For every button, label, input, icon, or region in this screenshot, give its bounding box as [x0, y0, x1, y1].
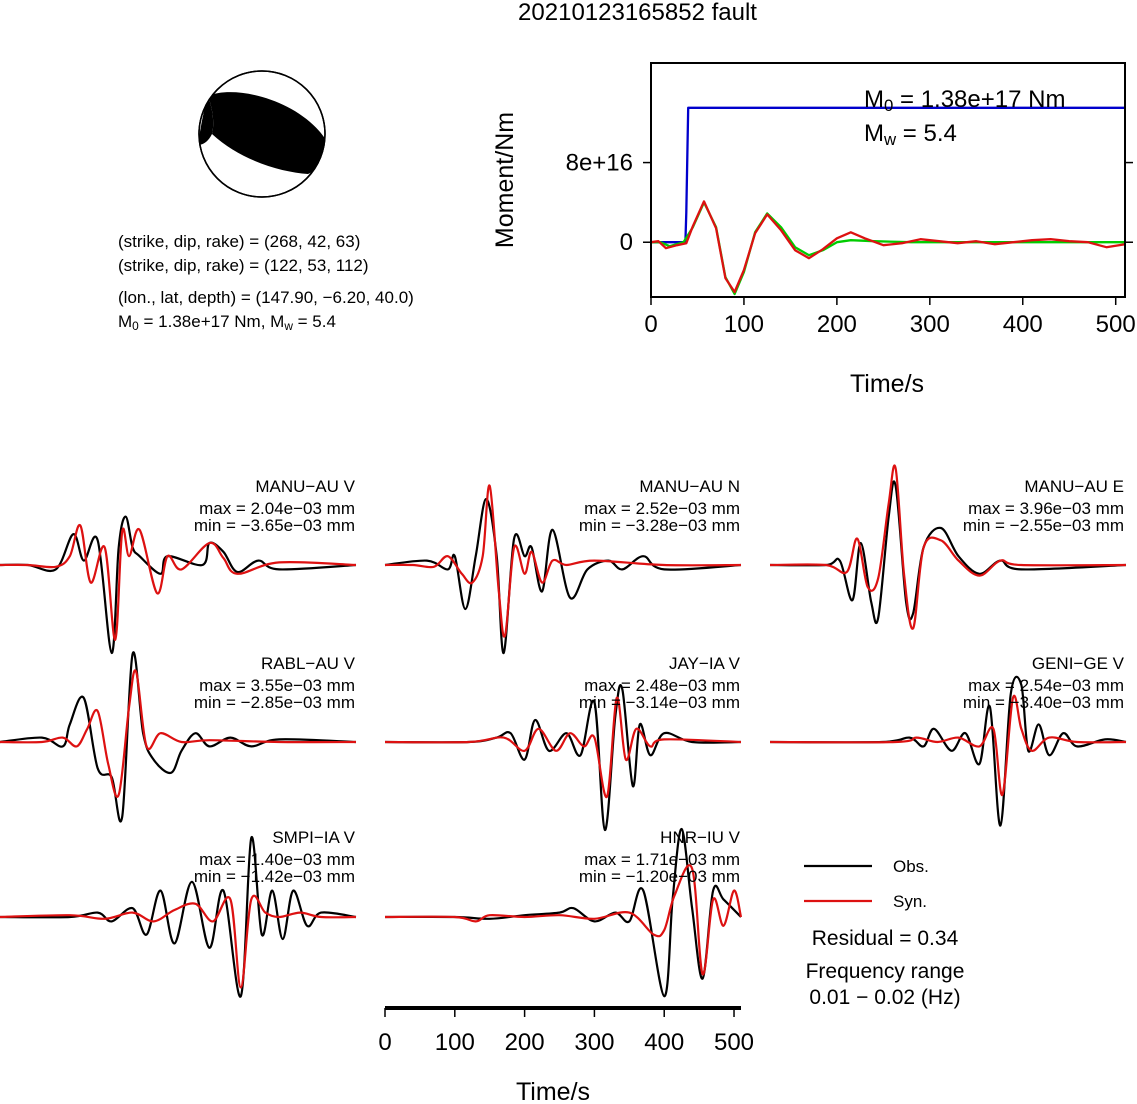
- synthetic-waveform: [0, 894, 357, 989]
- waveform-xtick-label: 200: [505, 1029, 545, 1056]
- panel-min-label: min = −1.20e−03 mm: [579, 867, 740, 886]
- moment-rate-red-line: [650, 200, 1126, 294]
- panel-station-label: JAY−IA V: [669, 654, 741, 673]
- panel-min-label: min = −2.55e−03 mm: [963, 516, 1124, 535]
- panel-station-label: SMPI−IA V: [272, 828, 355, 847]
- panel-station-label: MANU−AU V: [255, 477, 355, 496]
- legend-syn-label: Syn.: [893, 892, 928, 911]
- figure-title: 20210123165852 fault: [518, 0, 757, 26]
- beachball-compressional-quadrant: [208, 92, 325, 174]
- waveform-xtick-label: 500: [714, 1029, 754, 1056]
- observed-waveform: [384, 683, 742, 832]
- moment-axes: 0 100 200 300 400 500 0 8e+16: [566, 150, 1136, 338]
- legend-lines: [804, 864, 872, 903]
- synthetic-waveform: [384, 484, 742, 638]
- moment-xtick-label: 400: [1003, 311, 1043, 338]
- panel-min-label: min = −3.14e−03 mm: [579, 693, 740, 712]
- synthetic-waveform: [769, 464, 1127, 630]
- synthetic-waveform: [384, 864, 743, 976]
- panel-max-label: max = 1.40e−03 mm: [199, 850, 355, 869]
- observed-waveform: [384, 497, 742, 655]
- focal-line-1: (strike, dip, rake) = (268, 42, 63): [118, 232, 361, 251]
- beachball-diagram: [198, 70, 326, 198]
- moment-ylabel: Moment/Nm: [491, 112, 519, 248]
- panel-min-label: min = −3.28e−03 mm: [579, 516, 740, 535]
- panel-min-label: min = −3.40e−03 mm: [963, 693, 1124, 712]
- synthetic-waveform: [769, 694, 1127, 796]
- observed-waveform: [0, 836, 357, 998]
- panel-min-label: min = −2.85e−03 mm: [194, 693, 355, 712]
- moment-xtick-label: 0: [644, 311, 657, 338]
- moment-cumulative-line: [651, 106, 1125, 244]
- panel-station-label: RABL−AU V: [261, 654, 356, 673]
- moment-ytick-label: 8e+16: [566, 150, 633, 177]
- panel-station-label: HNR−IU V: [660, 828, 740, 847]
- beachball-compressional-sliver: [199, 96, 214, 145]
- legend-obs-label: Obs.: [893, 857, 929, 876]
- panel-min-label: min = −1.42e−03 mm: [194, 867, 355, 886]
- focal-moment-line: M0 = 1.38e+17 Nm, Mw = 5.4: [118, 312, 336, 333]
- moment-annotation-mw: Mw = 5.4: [864, 120, 957, 150]
- waveform-xtick-label: 100: [435, 1029, 475, 1056]
- panel-max-label: max = 3.55e−03 mm: [199, 676, 355, 695]
- focal-line-3: (lon., lat, depth) = (147.90, −6.20, 40.…: [118, 288, 414, 307]
- observed-waveform: [384, 827, 742, 998]
- moment-series-group: [650, 106, 1126, 296]
- observed-waveform: [769, 675, 1127, 827]
- panel-max-label: max = 2.52e−03 mm: [584, 499, 740, 518]
- synthetic-waveform: [0, 669, 357, 798]
- moment-xlabel: Time/s: [850, 370, 924, 398]
- moment-annotation-m0: M0 = 1.38e+17 Nm: [864, 86, 1066, 116]
- panel-max-label: max = 2.54e−03 mm: [968, 676, 1124, 695]
- residual-text: Residual = 0.34: [811, 927, 959, 950]
- frequency-title: Frequency range: [805, 960, 965, 983]
- waveform-time-axis: 0 100 200 300 400 500 Time/s: [378, 1006, 754, 1104]
- moment-xtick-label: 300: [910, 311, 950, 338]
- focal-line-2: (strike, dip, rake) = (122, 53, 112): [118, 256, 369, 275]
- waveform-xtick-label: 300: [574, 1029, 614, 1056]
- synthetic-waveform: [0, 524, 357, 641]
- moment-ytick-label: 0: [620, 229, 633, 256]
- observed-waveform: [0, 515, 357, 655]
- moment-xtick-label: 500: [1096, 311, 1136, 338]
- synthetic-waveform: [384, 696, 742, 798]
- panel-station-label: GENI−GE V: [1032, 654, 1125, 673]
- moment-rate-chart: 0 100 200 300 400 500 0 8e+16 Moment/Nm Time/s: [491, 62, 1136, 398]
- panel-min-label: min = −3.65e−03 mm: [194, 516, 355, 535]
- panel-max-label: max = 1.71e−03 mm: [584, 850, 740, 869]
- panel-station-label: MANU−AU N: [639, 477, 740, 496]
- panel-max-label: max = 3.96e−03 mm: [968, 499, 1124, 518]
- moment-xtick-label: 200: [817, 311, 857, 338]
- moment-xtick-label: 100: [724, 311, 764, 338]
- panel-max-label: max = 2.48e−03 mm: [584, 676, 740, 695]
- waveform-xtick-label: 400: [644, 1029, 684, 1056]
- frequency-value: 0.01 − 0.02 (Hz): [809, 986, 961, 1009]
- panel-max-label: max = 2.04e−03 mm: [199, 499, 355, 518]
- waveform-xtick-label: 0: [378, 1029, 391, 1056]
- moment-plot-frame: [650, 62, 1126, 298]
- waveform-xlabel: Time/s: [516, 1078, 590, 1104]
- panel-station-label: MANU−AU E: [1024, 477, 1124, 496]
